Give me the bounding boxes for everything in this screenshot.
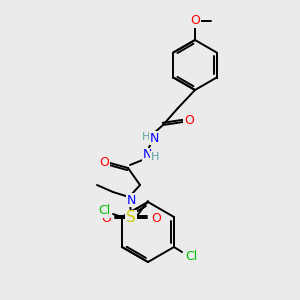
Text: Cl: Cl <box>98 205 110 218</box>
Text: O: O <box>101 212 111 224</box>
Text: O: O <box>151 212 161 224</box>
Text: N: N <box>126 194 136 206</box>
Text: H: H <box>151 152 159 162</box>
Text: Cl: Cl <box>185 250 197 262</box>
Text: S: S <box>126 211 136 226</box>
Text: H: H <box>142 132 150 142</box>
Text: O: O <box>99 157 109 169</box>
Text: O: O <box>190 14 200 28</box>
Text: N: N <box>149 131 159 145</box>
Text: N: N <box>142 148 152 161</box>
Text: O: O <box>184 115 194 128</box>
